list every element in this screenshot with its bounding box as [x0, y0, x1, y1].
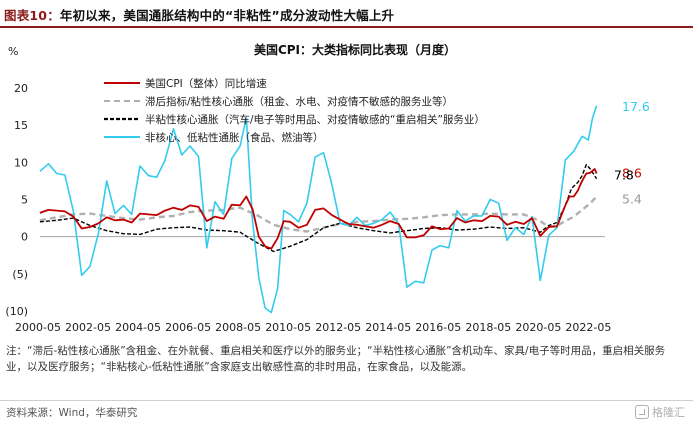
series-group	[39, 105, 598, 314]
figure-heading: 年初以来，美国通胀结构中的“非粘性”成分波动性大幅上升	[59, 8, 395, 23]
title-rule	[0, 26, 693, 28]
x-tick-label: 2012-05	[315, 321, 361, 334]
series-line-3	[39, 163, 598, 253]
end-label: 8.6	[622, 166, 642, 181]
y-tick-label: (5)	[12, 268, 28, 281]
x-tick-label: 2016-05	[415, 321, 461, 334]
x-tick-label: 2002-05	[65, 321, 111, 334]
x-tick-label: 2008-05	[215, 321, 261, 334]
y-tick-label: 0	[21, 231, 28, 244]
y-tick-label: 10	[14, 156, 28, 169]
source-text: 资料来源：Wind，华泰研究	[6, 407, 138, 419]
watermark-logo-icon	[635, 405, 649, 419]
watermark-text: 格隆汇	[652, 406, 685, 419]
series-line-1	[39, 168, 598, 250]
legend-label: 非核心、低粘性通胀（食品、燃油等）	[145, 131, 324, 144]
end-labels: 17.6 8.67.8 5.4	[614, 99, 650, 207]
y-tick-label: 20	[14, 82, 28, 95]
y-tick-label: (10)	[5, 305, 28, 318]
end-label: 7.8	[614, 168, 634, 183]
legend-label: 美国CPI（整体）同比增速	[145, 77, 267, 90]
x-tick-label: 2014-05	[365, 321, 411, 334]
y-tick-label: 15	[14, 119, 28, 132]
legend: 美国CPI（整体）同比增速滞后指标/粘性核心通胀（租金、水电、对疫情不敏感的服务…	[104, 77, 485, 144]
x-tick-label: 2010-05	[265, 321, 311, 334]
y-tick-label: 5	[21, 194, 28, 207]
y-axis-label: %	[8, 45, 18, 58]
x-tick-label: 2004-05	[115, 321, 161, 334]
end-label: 17.6	[622, 99, 650, 114]
chart: 美国CPI：大类指标同比表现（月度） % (10) (5) 0 5 10 15 20 200…	[5, 42, 650, 334]
legend-label: 半粘性核心通胀（汽车/电子等时用品、对疫情敏感的“重启相关”服务业）	[145, 113, 485, 126]
x-tick-label: 2018-05	[465, 321, 511, 334]
figure-title: 图表10：年初以来，美国通胀结构中的“非粘性”成分波动性大幅上升	[4, 5, 394, 24]
chart-title: 美国CPI：大类指标同比表现（月度）	[254, 42, 456, 57]
series-line-4	[39, 105, 598, 314]
x-tick-label: 2006-05	[165, 321, 211, 334]
x-tick-label: 2000-05	[15, 321, 61, 334]
watermark: 格隆汇	[635, 404, 685, 420]
end-label: 5.4	[622, 192, 642, 207]
x-tick-label: 2020-05	[515, 321, 561, 334]
figure-number: 图表10：	[4, 8, 60, 23]
legend-label: 滞后指标/粘性核心通胀（租金、水电、对疫情不敏感的服务业等）	[145, 95, 453, 108]
x-axis: 2000-05 2002-05 2004-05 2006-05 2008-05 2010-…	[15, 321, 611, 334]
bottom-rule	[0, 400, 693, 401]
series-line-2	[39, 195, 598, 233]
chart-note: 注：“滞后-粘性核心通胀”含租金、在外就餐、重启相关和医疗以外的服务业；“半粘性…	[6, 345, 666, 373]
x-tick-label: 2022-05	[565, 321, 611, 334]
y-axis: (10) (5) 0 5 10 15 20	[5, 82, 28, 318]
